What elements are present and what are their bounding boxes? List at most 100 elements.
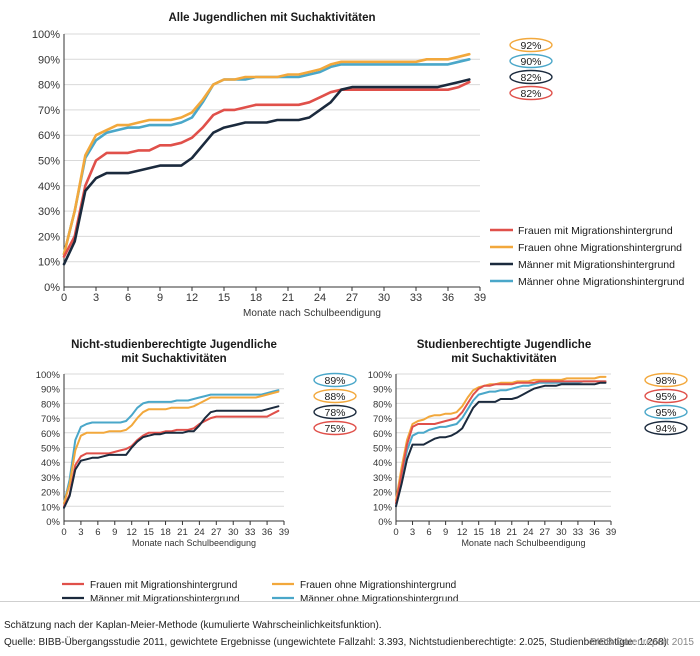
y-tick-label: 40%	[41, 458, 61, 469]
end-badge-maenner_mit	[644, 420, 688, 436]
x-tick-label: 21	[177, 527, 188, 538]
chart-title: Nicht-studienberechtigte Jugendliche	[71, 339, 277, 351]
end-badge-frauen_mit	[644, 388, 688, 404]
x-tick-label: 33	[573, 527, 584, 538]
y-tick-label: 80%	[41, 399, 61, 410]
x-tick-label: 12	[186, 292, 198, 304]
legend-label: Frauen ohne Migrationshintergrund	[518, 242, 682, 254]
footer-divider	[0, 601, 700, 602]
x-tick-label: 21	[282, 292, 294, 304]
y-tick-label: 100%	[368, 370, 393, 381]
series-line-frauen_mit	[63, 409, 280, 508]
y-tick-label: 10%	[41, 502, 61, 513]
end-value-label: 95%	[655, 391, 676, 403]
y-tick-label: 80%	[373, 399, 393, 410]
legend-label: Männer mit Migrationshintergrund	[518, 259, 675, 271]
y-tick-label: 100%	[32, 29, 60, 41]
x-tick-label: 0	[61, 527, 66, 538]
chart-title: Studienberechtigte Jugendliche	[417, 339, 591, 351]
x-tick-label: 12	[457, 527, 468, 538]
x-tick-label: 9	[443, 527, 448, 538]
x-tick-label: 3	[93, 292, 99, 304]
end-badge-maenner_mit	[313, 404, 357, 420]
footnote-method: Schätzung nach der Kaplan-Meier-Methode …	[4, 620, 382, 631]
end-value-label: 75%	[324, 423, 345, 435]
chart-studienberechtigte: Studienberechtigte Jugendliche mit Suchak…	[368, 339, 688, 548]
x-tick-label: 6	[95, 527, 100, 538]
x-tick-label: 12	[126, 527, 137, 538]
x-tick-label: 18	[160, 527, 171, 538]
end-value-label: 95%	[655, 407, 676, 419]
y-tick-label: 60%	[373, 429, 393, 440]
x-tick-label: 27	[540, 527, 551, 538]
x-tick-label: 3	[78, 527, 83, 538]
end-value-label: 98%	[655, 375, 676, 387]
y-tick-label: 20%	[38, 231, 60, 243]
y-tick-label: 50%	[41, 444, 61, 455]
x-tick-label: 3	[410, 527, 415, 538]
x-tick-label: 6	[125, 292, 131, 304]
y-tick-label: 50%	[373, 444, 393, 455]
series-line-frauen_mit	[62, 80, 471, 258]
legend-label: Männer ohne Migrationshintergrund	[518, 276, 685, 288]
y-tick-label: 90%	[38, 54, 60, 66]
x-axis-label: Monate nach Schulbeendigung	[461, 538, 585, 548]
x-tick-label: 15	[143, 527, 154, 538]
x-tick-label: 9	[157, 292, 163, 304]
y-tick-label: 30%	[373, 473, 393, 484]
x-tick-label: 21	[506, 527, 517, 538]
y-tick-label: 0%	[378, 517, 392, 528]
credit-label: BIBB-Datenreport 2015	[590, 637, 694, 648]
y-tick-label: 0%	[44, 282, 60, 294]
x-tick-label: 24	[314, 292, 326, 304]
chart-title: mit Suchaktivitäten	[451, 353, 556, 365]
x-tick-label: 15	[218, 292, 230, 304]
end-value-label: 82%	[520, 88, 541, 100]
end-badge-maenner_ohne	[509, 53, 553, 69]
series-line-maenner_ohne	[395, 380, 607, 505]
y-tick-label: 70%	[41, 414, 61, 425]
end-badge-maenner_mit	[509, 69, 553, 85]
x-tick-label: 24	[194, 527, 205, 538]
bottom-legend-label: Männer mit Migrationshintergrund	[90, 594, 240, 605]
x-tick-label: 39	[474, 292, 486, 304]
x-tick-label: 33	[245, 527, 256, 538]
series-line-frauen_ohne	[63, 390, 280, 505]
end-badge-frauen_ohne	[644, 372, 688, 388]
x-tick-label: 30	[556, 527, 567, 538]
x-tick-label: 36	[442, 292, 454, 304]
end-value-label: 94%	[655, 423, 676, 435]
y-tick-label: 70%	[38, 105, 60, 117]
end-badge-frauen_ohne	[313, 388, 357, 404]
bottom-legend-label: Frauen ohne Migrationshintergrund	[300, 580, 456, 591]
x-tick-label: 33	[410, 292, 422, 304]
end-value-label: 90%	[520, 56, 541, 68]
x-tick-label: 9	[112, 527, 117, 538]
y-tick-label: 10%	[373, 502, 393, 513]
x-axis-label: Monate nach Schulbeendigung	[132, 538, 256, 548]
x-tick-label: 36	[262, 527, 273, 538]
y-tick-label: 30%	[38, 206, 60, 218]
y-tick-label: 60%	[38, 130, 60, 142]
bottom-legend-label: Frauen mit Migrationshintergrund	[90, 580, 237, 591]
legend-label: Frauen mit Migrationshintergrund	[518, 225, 673, 237]
series-line-maenner_mit	[62, 78, 471, 266]
x-tick-label: 27	[346, 292, 358, 304]
chart-nicht-studienberechtigte: Nicht-studienberechtigte Jugendliche mit …	[36, 339, 357, 548]
y-tick-label: 50%	[38, 156, 60, 168]
end-badge-frauen_mit	[509, 85, 553, 101]
x-tick-label: 30	[378, 292, 390, 304]
chart-title: Alle Jugendlichen mit Suchaktivitäten	[168, 12, 375, 24]
y-tick-label: 100%	[36, 370, 61, 381]
x-tick-label: 30	[228, 527, 239, 538]
end-badge-frauen_mit	[313, 420, 357, 436]
series-line-frauen_ohne	[395, 375, 607, 502]
end-badge-frauen_ohne	[509, 37, 553, 53]
x-tick-label: 27	[211, 527, 222, 538]
end-value-label: 88%	[324, 391, 345, 403]
end-value-label: 89%	[324, 375, 345, 387]
y-tick-label: 70%	[373, 414, 393, 425]
y-tick-label: 80%	[38, 80, 60, 92]
y-tick-label: 40%	[38, 181, 60, 193]
